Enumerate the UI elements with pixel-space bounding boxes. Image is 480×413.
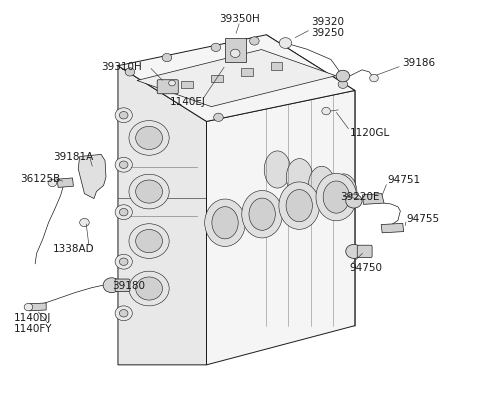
Polygon shape	[362, 194, 384, 205]
Text: 39310H: 39310H	[102, 62, 143, 71]
Circle shape	[115, 109, 132, 123]
Circle shape	[214, 114, 223, 122]
FancyBboxPatch shape	[357, 246, 372, 258]
Polygon shape	[118, 66, 206, 365]
Circle shape	[370, 75, 378, 83]
Circle shape	[48, 180, 57, 187]
Ellipse shape	[323, 182, 349, 214]
Circle shape	[346, 245, 362, 259]
Ellipse shape	[309, 167, 335, 204]
Bar	[181, 82, 193, 89]
Polygon shape	[57, 178, 73, 188]
Circle shape	[136, 277, 162, 300]
Circle shape	[336, 71, 349, 83]
Polygon shape	[206, 91, 355, 365]
Polygon shape	[78, 155, 106, 199]
Circle shape	[115, 255, 132, 269]
Ellipse shape	[249, 199, 276, 231]
Circle shape	[115, 306, 132, 321]
Circle shape	[120, 259, 128, 266]
Ellipse shape	[331, 174, 357, 211]
Circle shape	[115, 158, 132, 173]
Text: 39186: 39186	[402, 58, 435, 68]
Bar	[211, 76, 223, 83]
Polygon shape	[118, 36, 355, 122]
Circle shape	[230, 50, 240, 58]
Text: 39350H: 39350H	[220, 14, 260, 24]
Circle shape	[129, 175, 169, 209]
Text: 39320
39250: 39320 39250	[311, 17, 344, 38]
Circle shape	[115, 205, 132, 220]
Circle shape	[80, 219, 89, 227]
Polygon shape	[29, 303, 46, 311]
Ellipse shape	[287, 159, 312, 196]
Circle shape	[120, 209, 128, 216]
Text: 94755: 94755	[407, 213, 440, 223]
Circle shape	[136, 230, 162, 253]
Circle shape	[120, 310, 128, 317]
Circle shape	[24, 304, 33, 311]
Circle shape	[103, 278, 120, 293]
Text: 39181A: 39181A	[53, 151, 94, 161]
Text: 94750: 94750	[349, 262, 382, 273]
Ellipse shape	[279, 183, 320, 230]
Ellipse shape	[212, 207, 238, 239]
Circle shape	[120, 161, 128, 169]
Text: 94751: 94751	[387, 175, 420, 185]
FancyBboxPatch shape	[157, 81, 178, 95]
Circle shape	[338, 81, 348, 89]
Ellipse shape	[264, 152, 290, 189]
Circle shape	[125, 69, 135, 77]
Circle shape	[129, 121, 169, 156]
Text: 36125B: 36125B	[20, 173, 60, 183]
Polygon shape	[225, 38, 246, 63]
Circle shape	[162, 54, 172, 62]
Polygon shape	[137, 50, 336, 107]
Polygon shape	[266, 36, 355, 326]
Circle shape	[322, 108, 330, 116]
Circle shape	[168, 81, 175, 87]
Circle shape	[346, 195, 362, 209]
Bar	[241, 69, 253, 77]
Circle shape	[129, 224, 169, 259]
Circle shape	[136, 127, 162, 150]
Circle shape	[120, 112, 128, 120]
Text: 1338AD: 1338AD	[52, 244, 94, 254]
Ellipse shape	[242, 191, 282, 238]
Circle shape	[129, 271, 169, 306]
Polygon shape	[381, 224, 404, 233]
Text: 1120GL: 1120GL	[350, 128, 390, 138]
Ellipse shape	[286, 190, 312, 222]
Circle shape	[211, 44, 221, 52]
Circle shape	[250, 38, 259, 46]
Bar	[271, 63, 282, 71]
Ellipse shape	[316, 174, 357, 221]
FancyBboxPatch shape	[115, 279, 130, 292]
Text: 39220E: 39220E	[340, 191, 380, 201]
Circle shape	[136, 180, 162, 204]
Ellipse shape	[204, 199, 245, 247]
Text: 39180: 39180	[112, 280, 145, 290]
Circle shape	[279, 38, 292, 49]
Text: 1140DJ
1140FY: 1140DJ 1140FY	[14, 312, 53, 333]
Text: 1140EJ: 1140EJ	[169, 97, 205, 107]
